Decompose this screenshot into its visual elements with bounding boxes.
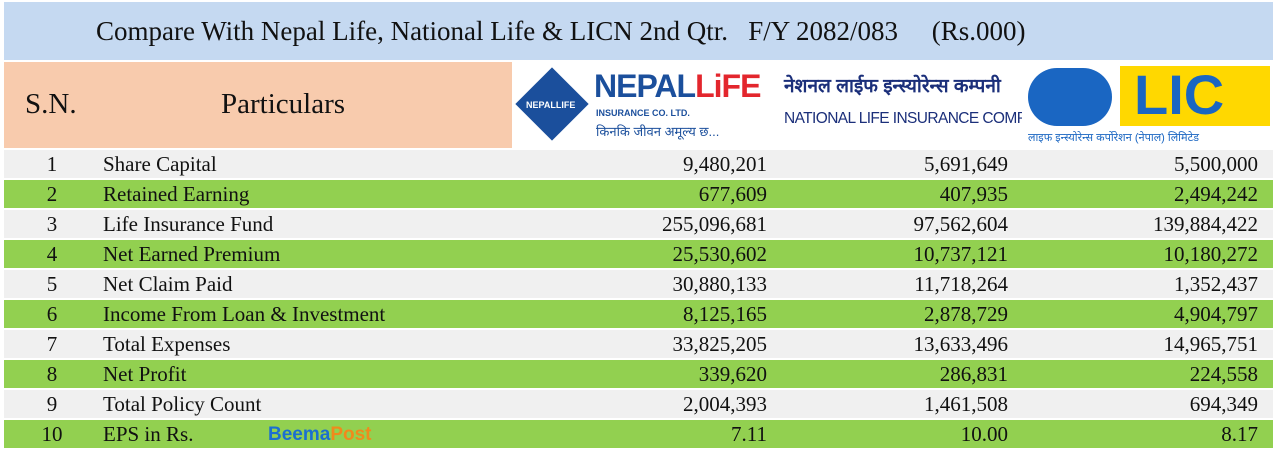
particular-cell: EPS in Rs.	[103, 422, 194, 446]
logo-box	[1120, 66, 1270, 126]
value-cell: 8.17	[1221, 422, 1258, 446]
sn-cell: 3	[46, 212, 58, 236]
value-cell: 10,737,121	[913, 242, 1009, 266]
particular-cell: Net Profit	[103, 362, 187, 386]
value-cell: 25,530,602	[672, 242, 768, 266]
value-cell: 5,691,649	[924, 152, 1008, 176]
logo-emblem	[1028, 68, 1112, 126]
value-cell: 33,825,205	[672, 332, 768, 356]
table-row: 2 Retained Earning 677,609 407,935 2,494,242	[4, 180, 1273, 208]
title: Compare With Nepal Life, National Life &…	[4, 2, 1273, 60]
value-cell: 677,609	[698, 182, 767, 206]
value-cell: 1,461,508	[924, 392, 1008, 416]
value-cell: 9,480,201	[683, 152, 767, 176]
table-row: 10 EPS in Rs. 7.11 10.00 8.17 BeemaPost	[4, 420, 1273, 448]
table-row: 6 Income From Loan & Investment 8,125,165 2…	[4, 300, 1273, 328]
logo-name: LiFE	[695, 68, 761, 104]
value-cell: 14,965,751	[1163, 332, 1259, 356]
value-cell: 224,558	[1189, 362, 1258, 386]
value-cell: 30,880,133	[672, 272, 768, 296]
particular-cell: Total Policy Count	[103, 392, 262, 416]
value-cell: 13,633,496	[913, 332, 1009, 356]
sn-cell: 1	[46, 152, 58, 176]
logo-tagline: किनकि जीवन अमूल्य छ...	[596, 124, 720, 139]
sn-cell: 10	[41, 422, 63, 446]
sn-header: S.N.	[25, 88, 77, 120]
sn-cell: 4	[46, 242, 58, 266]
logo-sub: INSURANCE CO. LTD.	[596, 108, 690, 118]
value-cell: 8,125,165	[683, 302, 767, 326]
sn-cell: 2	[46, 182, 58, 206]
table-row: 7 Total Expenses 33,825,205 13,633,496 14,96…	[4, 330, 1273, 358]
value-cell: 4,904,797	[1174, 302, 1258, 326]
particular-cell: Retained Earning	[103, 182, 250, 206]
particular-cell: Life Insurance Fund	[103, 212, 274, 236]
header-band	[4, 62, 512, 148]
value-cell: 407,935	[939, 182, 1008, 206]
value-cell: 2,004,393	[683, 392, 767, 416]
value-cell: 2,494,242	[1174, 182, 1258, 206]
value-cell: 255,096,681	[662, 212, 767, 236]
logo-name: LIC	[1134, 63, 1225, 126]
particulars-header: Particulars	[221, 88, 346, 120]
table-row: 1 Share Capital 9,480,201 5,691,649 5,500,00…	[4, 150, 1273, 178]
value-cell: 10.00	[960, 422, 1008, 446]
value-cell: 10,180,272	[1163, 242, 1259, 266]
sn-cell: 8	[46, 362, 58, 386]
table-row: 3 Life Insurance Fund 255,096,681 97,562,60…	[4, 210, 1273, 238]
sn-cell: 7	[46, 332, 58, 356]
value-cell: 5,500,000	[1174, 152, 1258, 176]
logo-badge: NEPALLIFE	[526, 100, 576, 110]
table-row: 8 Net Profit 339,620 286,831 224,558	[4, 360, 1273, 388]
particular-cell: Net Earned Premium	[103, 242, 281, 266]
value-cell: 2,878,729	[924, 302, 1008, 326]
value-cell: 7.11	[731, 422, 767, 446]
particular-cell: Net Claim Paid	[103, 272, 233, 296]
sn-cell: 6	[46, 302, 58, 326]
logo-nepali: नेशनल लाईफ इन्स्योरेन्स कम्पनी	[784, 76, 1001, 97]
logo-english: NATIONAL LIFE INSURANCE COMPANY	[784, 110, 1056, 127]
table-row: 9 Total Policy Count 2,004,393 1,461,508 694…	[4, 390, 1273, 418]
watermark: BeemaPost	[268, 420, 372, 449]
value-cell: 97,562,604	[913, 212, 1009, 236]
particular-cell: Share Capital	[103, 152, 217, 176]
particular-cell: Total Expenses	[103, 332, 231, 356]
value-cell: 694,349	[1189, 392, 1258, 416]
value-cell: 1,352,437	[1174, 272, 1258, 296]
table-row: 4 Net Earned Premium 25,530,602 10,737,121 1…	[4, 240, 1273, 268]
particular-cell: Income From Loan & Investment	[103, 302, 386, 326]
sn-cell: 5	[46, 272, 58, 296]
table-row: 5 Net Claim Paid 30,880,133 11,718,264 1,352…	[4, 270, 1273, 298]
national-life-logo: नेशनल लाईफ इन्स्योरेन्स कम्पनी NATIONAL …	[780, 62, 1056, 148]
lic-logo: LIC लाइफ इन्स्योरेन्स कर्पोरेशन (नेपाल) …	[1022, 62, 1273, 148]
value-cell: 286,831	[939, 362, 1008, 386]
value-cell: 11,718,264	[914, 272, 1008, 296]
watermark-b: Post	[330, 424, 372, 445]
value-cell: 339,620	[698, 362, 767, 386]
sn-cell: 9	[46, 392, 58, 416]
nepal-life-logo: NEPALLIFE NEPALLiFE INSURANCE CO. LTD. क…	[514, 62, 778, 148]
value-cell: 139,884,422	[1153, 212, 1258, 236]
logo-nepali: लाइफ इन्स्योरेन्स कर्पोरेशन (नेपाल) लिमि…	[1028, 132, 1200, 144]
watermark-a: Beema	[268, 424, 331, 445]
logo-name: NEPAL	[594, 68, 696, 104]
